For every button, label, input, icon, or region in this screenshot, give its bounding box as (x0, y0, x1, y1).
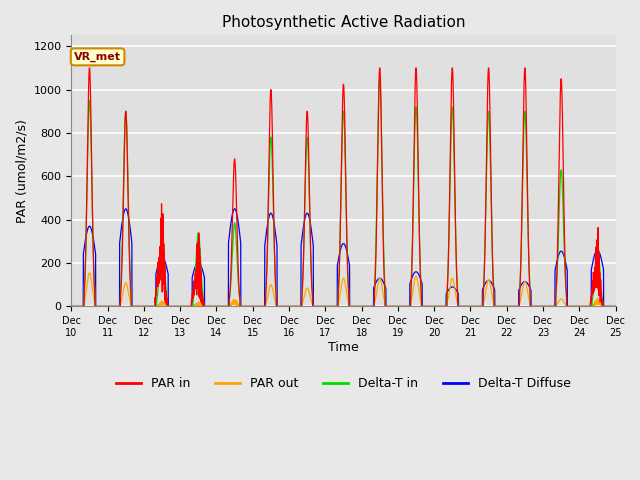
PAR in (68, 303, 76, 309)
Delta-T in (435, 303, 443, 309)
PAR in (86, 65, 93, 71)
PAR in (166, 303, 173, 309)
Delta-T in (376, 76, 383, 82)
Delta-T Diffuse (611, 303, 619, 309)
PAR out (611, 303, 619, 309)
PAR out (435, 303, 443, 309)
Y-axis label: PAR (umol/m2/s): PAR (umol/m2/s) (15, 119, 28, 223)
Delta-T Diffuse (612, 303, 620, 309)
PAR in (323, 303, 331, 309)
PAR out (166, 303, 173, 309)
Delta-T Diffuse (435, 303, 443, 309)
Delta-T Diffuse (166, 303, 173, 309)
Title: Photosynthetic Active Radiation: Photosynthetic Active Radiation (221, 15, 465, 30)
PAR out (497, 303, 504, 309)
PAR in (497, 303, 504, 309)
PAR out (68, 303, 76, 309)
PAR in (611, 303, 619, 309)
Line: PAR out: PAR out (72, 273, 616, 306)
PAR out (612, 303, 620, 309)
Line: Delta-T Diffuse: Delta-T Diffuse (72, 209, 616, 306)
PAR out (465, 303, 473, 309)
Delta-T in (165, 303, 173, 309)
PAR in (612, 303, 620, 309)
PAR in (435, 303, 443, 309)
Delta-T Diffuse (465, 303, 473, 309)
Delta-T in (323, 303, 331, 309)
Line: Delta-T in: Delta-T in (72, 79, 616, 306)
PAR out (323, 303, 331, 309)
X-axis label: Time: Time (328, 340, 359, 354)
Delta-T Diffuse (68, 303, 76, 309)
Delta-T in (611, 303, 619, 309)
Delta-T Diffuse (323, 303, 331, 309)
Line: PAR in: PAR in (72, 68, 616, 306)
Text: VR_met: VR_met (74, 52, 121, 62)
Delta-T in (612, 303, 620, 309)
PAR out (86, 270, 93, 276)
Delta-T Diffuse (122, 206, 129, 212)
Delta-T Diffuse (497, 303, 504, 309)
Delta-T in (465, 303, 473, 309)
Legend: PAR in, PAR out, Delta-T in, Delta-T Diffuse: PAR in, PAR out, Delta-T in, Delta-T Dif… (111, 372, 576, 396)
Delta-T in (68, 303, 76, 309)
PAR in (465, 303, 473, 309)
Delta-T in (497, 303, 504, 309)
